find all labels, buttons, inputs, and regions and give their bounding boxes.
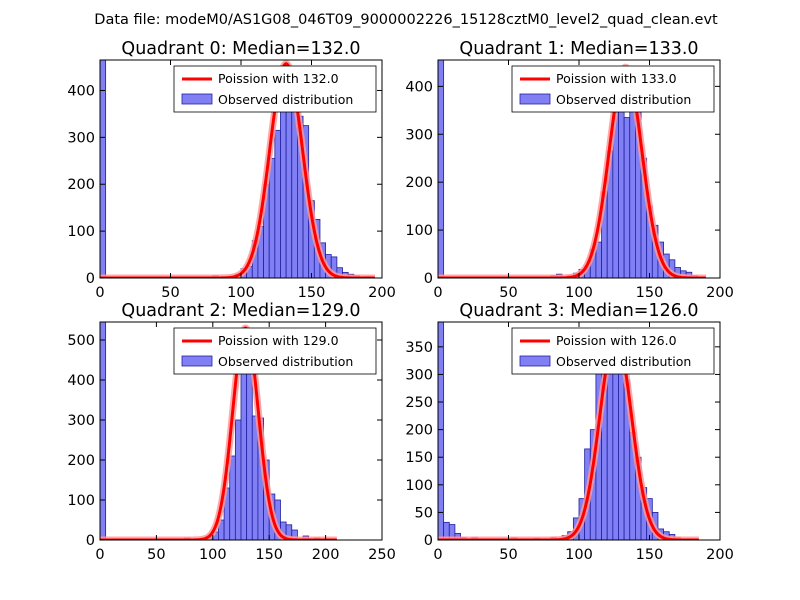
histogram-bar-2-0 [100, 322, 107, 540]
histogram-bar-0-10 [274, 129, 281, 278]
legend-hist-label-2: Observed distribution [218, 354, 353, 369]
y-tick-label-1-4: 400 [405, 79, 433, 95]
histogram-bar-2-10 [246, 353, 253, 540]
histogram-bar-0-9 [268, 158, 276, 278]
histogram-bar-0-11 [280, 99, 287, 278]
y-tick-label-2-3: 300 [67, 413, 95, 429]
y-tick-label-3-0: 0 [424, 533, 433, 549]
quadrant-2-title: Quadrant 2: Median=129.0 [121, 301, 360, 321]
x-tick-label-1-1: 50 [499, 285, 517, 301]
legend-curve-label-0: Poission with 132.0 [218, 71, 339, 86]
y-tick-label-0-3: 300 [67, 130, 95, 146]
x-tick-label-0-3: 150 [298, 285, 326, 301]
histogram-bar-1-13 [623, 117, 631, 278]
legend-2: Poission with 129.0 Observed distribution [173, 327, 377, 375]
figure-title: Data file: modeM0/AS1G08_046T09_90000022… [94, 12, 718, 28]
y-tick-label-2-0: 0 [86, 533, 95, 549]
y-tick-label-3-2: 100 [405, 478, 433, 494]
panels: Quadrant 0: Median=132.0 0 50 100 150 200 0 100… [67, 39, 734, 563]
histogram-bar-3-18 [612, 349, 619, 540]
quadrant-1-panel: Quadrant 1: Median=133.0 0 50 100 150 200 0 100… [405, 39, 734, 301]
y-tick-label-3-3: 150 [405, 450, 433, 466]
y-tick-label-3-1: 50 [415, 505, 433, 521]
histogram-bar-3-0 [438, 322, 445, 540]
legend-3: Poission with 126.0 Observed distribution [511, 327, 715, 375]
x-tick-label-3-4: 200 [706, 547, 734, 563]
histogram-bar-2-8 [234, 419, 242, 540]
histogram-bar-2-11 [251, 415, 259, 540]
poisson-curve-0 [100, 62, 376, 278]
x-tick-label-2-1: 50 [147, 547, 165, 563]
legend-hist-swatch-2 [181, 355, 213, 367]
histogram-bar-2-9 [240, 347, 248, 540]
legend-curve-label-2: Poission with 129.0 [218, 333, 339, 348]
x-tick-label-3-0: 0 [433, 547, 442, 563]
y-tick-label-3-4: 200 [405, 423, 433, 439]
x-tick-label-0-0: 0 [95, 285, 104, 301]
histogram-bar-2-7 [229, 455, 236, 540]
quadrant-1-title: Quadrant 1: Median=133.0 [459, 39, 698, 59]
x-tick-label-0-4: 200 [368, 285, 396, 301]
x-tick-label-2-2: 100 [199, 547, 227, 563]
legend-hist-swatch-1 [519, 93, 551, 105]
histogram-bar-2-18 [291, 529, 298, 540]
x-tick-label-1-2: 100 [565, 285, 593, 301]
quadrant-3-plot-area [438, 322, 702, 540]
y-tick-label-2-2: 200 [67, 453, 95, 469]
histogram-bar-3-19 [618, 357, 625, 540]
x-tick-label-0-2: 100 [227, 285, 255, 301]
legend-hist-label-0: Observed distribution [218, 92, 353, 107]
poisson-curve-3 [438, 333, 700, 540]
x-tick-label-2-3: 150 [255, 547, 283, 563]
x-tick-label-3-1: 50 [499, 547, 517, 563]
y-tick-label-1-0: 0 [424, 271, 433, 287]
quadrant-0-panel: Quadrant 0: Median=132.0 0 50 100 150 200 0 100… [67, 39, 396, 301]
x-tick-label-1-3: 150 [636, 285, 664, 301]
y-tick-label-2-1: 100 [67, 493, 95, 509]
y-tick-label-1-1: 100 [405, 223, 433, 239]
quadrant-2-frame [99, 321, 383, 541]
quadrant-3-title: Quadrant 3: Median=126.0 [459, 301, 698, 321]
legend-curve-label-1: Poission with 133.0 [556, 71, 677, 86]
x-tick-label-2-5: 250 [368, 547, 396, 563]
legend-1: Poission with 133.0 Observed distribution [511, 65, 715, 113]
legend-0: Poission with 132.0 Observed distribution [173, 65, 377, 113]
x-tick-label-1-4: 200 [706, 285, 734, 301]
legend-curve-label-3: Poission with 126.0 [556, 333, 677, 348]
y-tick-label-1-3: 300 [405, 127, 433, 143]
y-tick-label-3-6: 300 [405, 367, 433, 383]
legend-hist-swatch-3 [519, 355, 551, 367]
histogram-bar-1-0 [438, 60, 445, 278]
y-tick-label-2-5: 500 [67, 333, 95, 349]
y-tick-label-1-2: 200 [405, 175, 433, 191]
x-tick-label-2-4: 200 [312, 547, 340, 563]
x-tick-label-0-1: 50 [161, 285, 179, 301]
y-tick-label-0-4: 400 [67, 83, 95, 99]
x-tick-label-2-0: 0 [95, 547, 104, 563]
quadrant-3-panel: Quadrant 3: Median=126.0 0 50 100 150 200 0 50 1… [405, 301, 734, 563]
quadrant-0-title: Quadrant 0: Median=132.0 [121, 39, 360, 59]
histogram-bar-0-0 [100, 60, 107, 278]
y-tick-label-3-5: 250 [405, 395, 433, 411]
x-tick-label-3-3: 150 [636, 547, 664, 563]
y-tick-label-3-7: 350 [405, 340, 433, 356]
legend-hist-label-1: Observed distribution [556, 92, 691, 107]
x-tick-label-3-2: 100 [565, 547, 593, 563]
quadrant-2-panel: Quadrant 2: Median=129.0 0 50 100 150 200 250 0… [67, 301, 396, 563]
poisson-curve-1 [438, 65, 707, 278]
y-tick-label-2-4: 400 [67, 373, 95, 389]
x-tick-label-1-0: 0 [433, 285, 442, 301]
quadrant-1-plot-area [438, 60, 709, 278]
y-tick-label-0-2: 200 [67, 177, 95, 193]
legend-hist-swatch-0 [181, 93, 213, 105]
legend-hist-label-3: Observed distribution [556, 354, 691, 369]
y-tick-label-0-1: 100 [67, 224, 95, 240]
y-tick-label-0-0: 0 [86, 271, 95, 287]
